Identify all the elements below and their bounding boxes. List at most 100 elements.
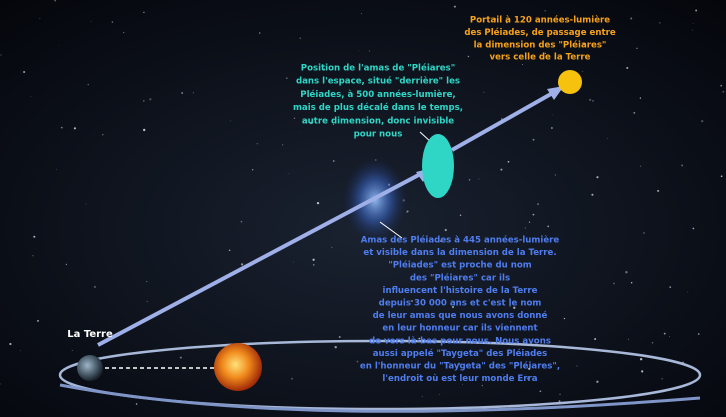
star <box>30 96 31 97</box>
star <box>661 378 662 379</box>
star <box>257 143 258 144</box>
star <box>533 139 535 141</box>
pleiades-note-line: et visible dans la dimension de la Terre… <box>363 248 556 258</box>
star <box>636 48 637 49</box>
star <box>193 92 194 93</box>
star <box>625 271 627 273</box>
star <box>460 215 462 217</box>
star <box>659 22 660 23</box>
star <box>72 350 73 351</box>
star <box>640 97 641 98</box>
star <box>681 164 683 166</box>
star <box>643 232 644 233</box>
star <box>664 333 666 335</box>
star <box>559 400 561 402</box>
star <box>357 361 359 363</box>
star <box>555 174 556 175</box>
star <box>23 71 25 73</box>
star <box>300 131 301 132</box>
star <box>88 84 89 85</box>
star <box>633 112 635 114</box>
portal-note-line: des Pléiades, de passage entre <box>464 27 615 38</box>
star <box>20 350 21 351</box>
star <box>40 18 41 19</box>
star <box>9 343 11 345</box>
star <box>312 259 314 261</box>
pleiares-note-line: mais de plus décalé dans le temps, <box>293 102 463 113</box>
star <box>0 54 1 55</box>
star <box>669 286 671 288</box>
star <box>286 77 288 79</box>
star <box>722 91 724 93</box>
star <box>282 144 283 145</box>
star <box>529 222 530 223</box>
star <box>594 338 596 340</box>
earth <box>77 355 103 381</box>
star <box>56 169 57 170</box>
star <box>657 190 659 192</box>
star <box>136 403 138 405</box>
pleiares-note-line: Pléiades, à 500 années-lumière, <box>300 89 455 100</box>
star <box>361 13 362 14</box>
star <box>510 321 511 322</box>
star <box>482 385 484 387</box>
star <box>652 342 653 343</box>
star <box>720 85 722 87</box>
star <box>630 18 632 20</box>
star <box>422 396 423 397</box>
pleiades-note-line: de vers là-bas pour nous. Nous avons <box>369 336 551 346</box>
pleiades-note-line: des "Pléiares" car ils <box>410 272 510 283</box>
star <box>146 281 147 282</box>
star <box>693 228 695 230</box>
star <box>359 50 360 51</box>
star <box>454 6 456 8</box>
star <box>462 384 463 385</box>
star <box>721 175 723 177</box>
star <box>552 115 553 116</box>
page: {"portal_note": {"lines": ["Portail à 12… <box>0 0 726 417</box>
pleiares-position <box>422 134 454 198</box>
pleiades-note-line: Amas des Pléiades à 445 années-lumière <box>361 235 560 246</box>
star <box>628 339 629 340</box>
portal <box>558 70 582 94</box>
star <box>66 264 67 265</box>
star <box>300 38 301 39</box>
star <box>259 32 260 33</box>
star <box>112 21 113 22</box>
pleiades-note-line: aussi appelé "Taygeta" des Pléiades <box>373 348 548 359</box>
star <box>37 320 39 322</box>
star <box>143 129 145 131</box>
star <box>631 282 632 283</box>
star <box>540 390 542 392</box>
star <box>291 378 293 380</box>
star <box>317 202 319 204</box>
star <box>335 346 337 348</box>
star <box>369 50 370 51</box>
star <box>577 366 578 367</box>
star <box>149 98 151 100</box>
star <box>695 10 697 12</box>
star <box>123 32 124 33</box>
star <box>545 10 546 11</box>
star <box>32 255 33 256</box>
pleiades-note-line: "Pléiades" est proche du nom <box>388 260 532 271</box>
star <box>102 134 103 135</box>
pleiares-note-line: dans l'espace, situé "derrière" les <box>296 76 460 87</box>
star <box>564 318 565 319</box>
star <box>701 120 703 122</box>
star <box>74 127 76 129</box>
star <box>241 221 243 223</box>
star <box>508 161 510 163</box>
star <box>293 262 294 263</box>
portal-note-line: la dimension des "Pléiares" <box>474 39 607 50</box>
star <box>596 176 598 178</box>
star <box>640 166 641 167</box>
star <box>669 336 670 337</box>
star <box>181 92 183 94</box>
star <box>294 118 295 119</box>
star <box>407 210 409 212</box>
star <box>687 291 688 292</box>
star <box>640 358 642 360</box>
star <box>469 179 471 181</box>
star <box>229 249 231 251</box>
